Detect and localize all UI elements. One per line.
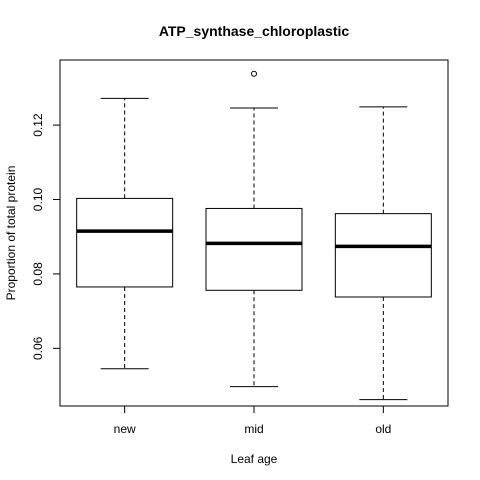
x-tick-label: mid (244, 422, 263, 436)
chart-title: ATP_synthase_chloroplastic (159, 23, 350, 39)
outlier-point (251, 70, 257, 77)
box-mid (205, 70, 303, 388)
iqr-box (76, 197, 174, 288)
y-axis-label: Proportion of total protein (4, 166, 18, 301)
y-tick-label: 0.08 (31, 262, 45, 286)
box-new (76, 97, 174, 370)
boxes-group (76, 70, 432, 401)
iqr-box (334, 213, 432, 298)
x-tick-label: old (375, 422, 391, 436)
y-tick-label: 0.10 (31, 188, 45, 212)
box-old (334, 106, 432, 401)
x-tick-label: new (114, 422, 136, 436)
iqr-box (205, 207, 303, 291)
y-tick-label: 0.06 (31, 336, 45, 360)
y-tick-label: 0.12 (31, 113, 45, 137)
x-axis: new mid old (114, 406, 391, 436)
y-axis: 0.06 0.08 0.10 0.12 (31, 113, 61, 360)
x-axis-label: Leaf age (231, 452, 278, 466)
